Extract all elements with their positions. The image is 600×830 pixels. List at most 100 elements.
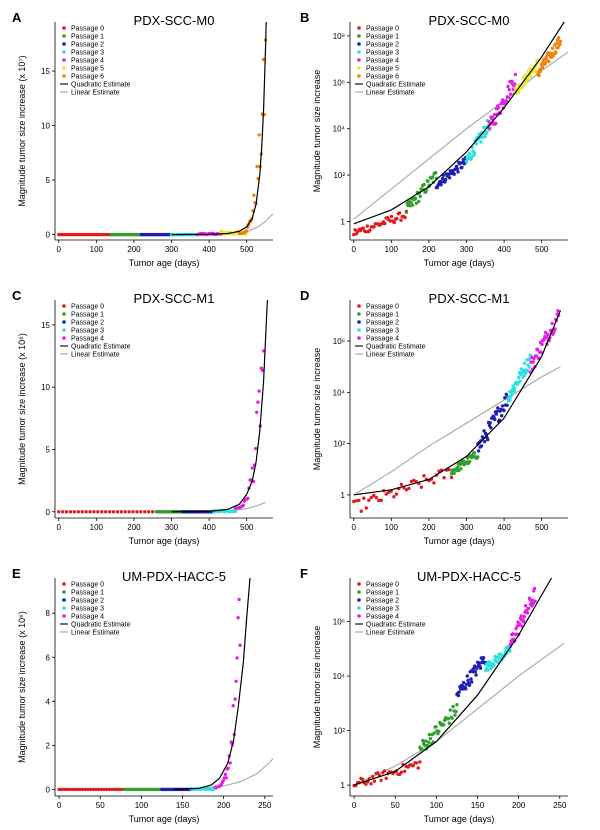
x-tick-label: 200 <box>512 801 526 810</box>
y-tick-label: 10⁴ <box>333 388 346 397</box>
data-point-passage-2 <box>455 167 459 171</box>
data-point-passage-4 <box>510 79 514 84</box>
data-point-passage-0 <box>399 218 403 222</box>
y-tick-label: 10² <box>333 727 345 736</box>
quadratic-estimate-line <box>171 21 267 236</box>
legend-marker-passage-1 <box>62 590 66 594</box>
y-tick-label: 1 <box>341 217 346 226</box>
data-point-passage-2 <box>447 176 452 180</box>
x-tick-label: 100 <box>90 523 104 532</box>
legend-label-passage-0: Passage 0 <box>71 582 104 589</box>
data-point-passage-4 <box>507 88 511 92</box>
data-point-passage-0 <box>372 225 376 229</box>
data-point-passage-1 <box>434 171 438 175</box>
y-tick-label: 0 <box>46 508 51 517</box>
y-tick-label: 10⁶ <box>333 78 345 87</box>
x-axis-label: Tumor age (days) <box>424 814 495 824</box>
data-point-passage-4 <box>254 446 258 451</box>
x-tick-label: 500 <box>535 245 549 254</box>
data-point-passage-2 <box>500 404 505 408</box>
data-point-passage-4 <box>250 466 254 470</box>
data-point-passage-0 <box>369 495 373 500</box>
data-point-passage-1 <box>410 203 415 207</box>
data-point-passage-0 <box>65 787 69 792</box>
data-points <box>352 36 563 237</box>
data-point-passage-2 <box>473 664 477 668</box>
data-point-passage-4 <box>534 354 538 358</box>
data-point-passage-0 <box>88 510 92 514</box>
data-point-passage-4 <box>523 604 528 608</box>
data-point-passage-6 <box>557 36 561 40</box>
y-axis-label: Magnitude tumor size increase (x 10⁷) <box>17 55 27 206</box>
data-point-passage-6 <box>543 61 548 65</box>
quadratic-estimate-line <box>174 577 251 790</box>
legend-marker-passage-1 <box>357 590 361 594</box>
data-point-passage-0 <box>123 510 127 514</box>
data-point-passage-5 <box>533 69 538 74</box>
chart-title: PDX-SCC-M1 <box>134 291 215 306</box>
data-point-passage-1 <box>468 459 472 464</box>
y-tick-label: 10 <box>41 383 50 392</box>
data-point-passage-3 <box>480 135 484 139</box>
panel-b: B PDX-SCC-M0 0 100 200 300 400 500 1 10² 10⁴ 10⁶ 10⁸… <box>300 10 569 268</box>
legend-marker-passage-4 <box>357 58 361 62</box>
x-tick-label: 500 <box>240 523 254 532</box>
legend-marker-passage-0 <box>357 304 361 308</box>
data-point-passage-0 <box>78 787 82 792</box>
data-point-passage-3 <box>479 140 483 144</box>
legend-label-passage-4: Passage 4 <box>366 336 399 343</box>
legend-label-passage-6: Passage 6 <box>71 74 104 81</box>
data-point-passage-2 <box>477 661 481 665</box>
data-point-passage-0 <box>91 787 96 792</box>
panel-e: E UM-PDX-HACC-5 0 50 100 150 200 250 0 2 4 6 8 Tumor … <box>12 566 274 824</box>
legend-marker-passage-4 <box>357 336 361 340</box>
data-point-passage-4 <box>256 400 260 404</box>
data-point-passage-4 <box>231 704 235 708</box>
data-point-passage-2 <box>464 687 468 691</box>
data-point-passage-2 <box>500 414 504 418</box>
data-point-passage-0 <box>432 481 436 485</box>
data-point-passage-2 <box>470 680 474 684</box>
panel-d: D PDX-SCC-M1 0 100 200 300 400 500 1 10² 10⁴ 10⁶ Tum… <box>300 288 568 546</box>
data-point-passage-2 <box>440 176 445 181</box>
data-point-passage-6 <box>244 229 249 233</box>
data-point-passage-0 <box>57 787 61 792</box>
data-point-passage-0 <box>94 787 98 792</box>
data-point-passage-2 <box>497 418 502 422</box>
x-tick-label: 200 <box>127 245 141 254</box>
legend-marker-passage-3 <box>357 50 361 54</box>
data-point-passage-0 <box>359 509 363 513</box>
data-point-passage-3 <box>483 135 487 139</box>
data-point-passage-4 <box>228 761 232 765</box>
legend-label-passage-3: Passage 3 <box>71 328 104 335</box>
data-point-passage-2 <box>473 669 478 674</box>
data-point-passage-3 <box>513 387 517 391</box>
data-point-passage-1 <box>432 731 436 735</box>
data-point-passage-0 <box>81 787 85 792</box>
data-point-passage-4 <box>238 643 242 647</box>
legend-marker-passage-4 <box>357 614 361 618</box>
data-point-passage-1 <box>451 704 455 709</box>
data-point-passage-3 <box>474 142 478 146</box>
data-point-passage-6 <box>537 73 541 78</box>
data-point-passage-0 <box>102 787 106 792</box>
linear-estimate-line <box>353 51 569 220</box>
data-point-passage-0 <box>389 214 394 219</box>
data-point-passage-4 <box>543 330 548 335</box>
data-point-passage-0 <box>96 510 100 514</box>
data-point-passage-2 <box>479 444 484 448</box>
panel-f: F UM-PDX-HACC-5 0 50 100 150 200 250 1 10² 10⁴ 10⁶ T… <box>300 566 568 824</box>
data-point-passage-3 <box>527 365 531 369</box>
data-point-passage-1 <box>448 708 452 712</box>
x-tick-label: 0 <box>57 523 62 532</box>
data-point-passage-6 <box>556 45 560 49</box>
data-point-passage-0 <box>61 510 65 514</box>
legend-marker-passage-1 <box>357 312 361 316</box>
x-tick-label: 500 <box>535 523 549 532</box>
quadratic-estimate-line <box>171 299 268 513</box>
data-point-passage-4 <box>550 321 554 326</box>
data-point-passage-2 <box>452 172 456 176</box>
x-tick-label: 250 <box>258 801 272 810</box>
